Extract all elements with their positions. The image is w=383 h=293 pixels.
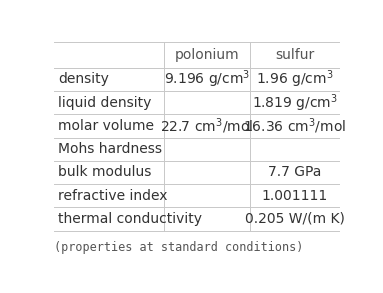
Text: refractive index: refractive index (58, 189, 168, 203)
Text: molar volume: molar volume (58, 119, 154, 133)
Text: liquid density: liquid density (58, 96, 152, 110)
Text: 1.001111: 1.001111 (262, 189, 328, 203)
Text: 22.7 cm$^3$/mol: 22.7 cm$^3$/mol (160, 116, 254, 136)
Text: polonium: polonium (175, 48, 239, 62)
Text: density: density (58, 72, 109, 86)
Text: sulfur: sulfur (275, 48, 314, 62)
Text: 1.819 g/cm$^3$: 1.819 g/cm$^3$ (252, 92, 337, 113)
Text: 16.36 cm$^3$/mol: 16.36 cm$^3$/mol (243, 116, 346, 136)
Text: thermal conductivity: thermal conductivity (58, 212, 202, 226)
Text: 7.7 GPa: 7.7 GPa (268, 166, 321, 179)
Text: Mohs hardness: Mohs hardness (58, 142, 162, 156)
Text: 1.96 g/cm$^3$: 1.96 g/cm$^3$ (256, 69, 333, 90)
Text: bulk modulus: bulk modulus (58, 166, 152, 179)
Text: 0.205 W/(m K): 0.205 W/(m K) (245, 212, 345, 226)
Text: 9.196 g/cm$^3$: 9.196 g/cm$^3$ (164, 69, 250, 90)
Text: (properties at standard conditions): (properties at standard conditions) (54, 241, 303, 254)
